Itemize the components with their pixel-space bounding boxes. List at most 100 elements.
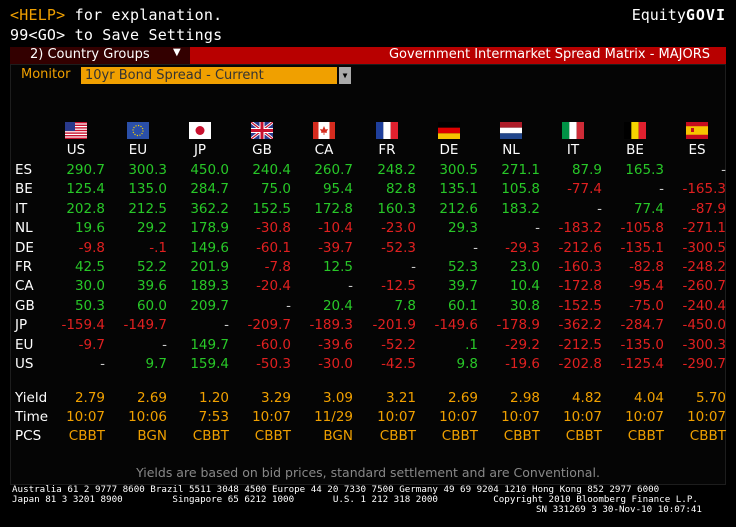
spread-cell[interactable]: 172.8 [314, 200, 353, 217]
row-label-nl[interactable]: NL [15, 220, 33, 237]
spread-cell[interactable]: 165.3 [625, 162, 664, 178]
spread-cell[interactable]: -260.7 [682, 278, 726, 295]
spread-cell[interactable]: 160.3 [377, 200, 416, 217]
spread-cell[interactable]: - [473, 239, 478, 256]
monitor-dropdown-button[interactable]: ▼ [339, 67, 351, 84]
spread-cell[interactable]: 75.0 [260, 181, 291, 198]
spread-cell[interactable]: - [721, 162, 726, 178]
spread-cell[interactable]: -149.7 [123, 317, 167, 334]
row-label-es[interactable]: ES [15, 162, 33, 178]
spread-cell[interactable]: -7.8 [264, 259, 291, 275]
spread-cell[interactable]: - [659, 181, 664, 198]
spread-cell[interactable]: -212.5 [558, 336, 602, 353]
spread-cell[interactable]: 52.2 [136, 259, 167, 275]
spread-cell[interactable]: 284.7 [190, 181, 229, 198]
spread-cell[interactable]: 105.8 [501, 181, 540, 198]
spread-cell[interactable]: -300.5 [682, 239, 726, 256]
monitor-select[interactable]: 10yr Bond Spread - Current [81, 67, 337, 84]
spread-cell[interactable]: 60.0 [136, 297, 167, 314]
spread-cell[interactable]: -77.4 [567, 181, 602, 198]
row-label-it[interactable]: IT [15, 200, 28, 217]
spread-cell[interactable]: -95.4 [629, 278, 664, 295]
spread-cell[interactable]: 149.6 [190, 239, 229, 256]
spread-cell[interactable]: - [597, 200, 602, 217]
spread-cell[interactable]: -60.0 [256, 336, 291, 353]
spread-cell[interactable]: 240.4 [252, 162, 291, 178]
spread-cell[interactable]: -87.9 [691, 200, 726, 217]
row-label-be[interactable]: BE [15, 181, 33, 198]
column-header-es[interactable]: ES [688, 142, 706, 158]
spread-cell[interactable]: 212.6 [439, 200, 478, 217]
country-groups-dropdown[interactable]: 2) Country Groups ▼ [10, 47, 190, 64]
spread-cell[interactable]: 39.6 [136, 278, 167, 295]
spread-cell[interactable]: 23.0 [509, 259, 540, 275]
spread-cell[interactable]: -178.9 [496, 317, 540, 334]
spread-cell[interactable]: -50.3 [256, 356, 291, 372]
spread-cell[interactable]: 12.5 [322, 259, 353, 275]
spread-cell[interactable]: 29.3 [447, 220, 478, 237]
spread-cell[interactable]: 300.3 [128, 162, 167, 178]
spread-cell[interactable]: 60.1 [447, 297, 478, 314]
spread-cell[interactable]: -135.1 [620, 239, 664, 256]
spread-cell[interactable]: 95.4 [322, 181, 353, 198]
spread-cell[interactable]: - [286, 297, 291, 314]
spread-cell[interactable]: -125.4 [620, 356, 664, 372]
help-key[interactable]: <HELP> [10, 6, 66, 24]
spread-cell[interactable]: 178.9 [190, 220, 229, 237]
spread-cell[interactable]: -201.9 [372, 317, 416, 334]
spread-cell[interactable]: 290.7 [66, 162, 105, 178]
row-label-jp[interactable]: JP [15, 317, 28, 334]
spread-cell[interactable]: 201.9 [190, 259, 229, 275]
spread-cell[interactable]: -135.0 [620, 336, 664, 353]
row-label-fr[interactable]: FR [15, 259, 33, 275]
spread-cell[interactable]: 248.2 [377, 162, 416, 178]
spread-cell[interactable]: 260.7 [314, 162, 353, 178]
column-header-de[interactable]: DE [439, 142, 459, 158]
spread-cell[interactable]: -300.3 [682, 336, 726, 353]
spread-cell[interactable]: 20.4 [322, 297, 353, 314]
column-header-be[interactable]: BE [626, 142, 644, 158]
spread-cell[interactable]: -39.6 [318, 336, 353, 353]
spread-cell[interactable]: - [224, 317, 229, 334]
spread-cell[interactable]: 9.8 [456, 356, 478, 372]
spread-cell[interactable]: 183.2 [501, 200, 540, 217]
spread-cell[interactable]: 202.8 [66, 200, 105, 217]
spread-cell[interactable]: -183.2 [558, 220, 602, 237]
column-header-jp[interactable]: JP [193, 142, 207, 158]
spread-cell[interactable]: -52.3 [381, 239, 416, 256]
spread-cell[interactable]: 10.4 [509, 278, 540, 295]
spread-cell[interactable]: -159.4 [61, 317, 105, 334]
spread-cell[interactable]: 135.1 [439, 181, 478, 198]
spread-cell[interactable]: - [535, 220, 540, 237]
spread-cell[interactable]: 159.4 [190, 356, 229, 372]
spread-cell[interactable]: 450.0 [190, 162, 229, 178]
spread-cell[interactable]: -.1 [149, 239, 167, 256]
spread-cell[interactable]: -30.0 [318, 356, 353, 372]
column-header-fr[interactable]: FR [378, 142, 396, 158]
spread-cell[interactable]: -60.1 [256, 239, 291, 256]
row-label-eu[interactable]: EU [15, 336, 34, 353]
spread-cell[interactable]: 300.5 [439, 162, 478, 178]
spread-cell[interactable]: -30.8 [256, 220, 291, 237]
spread-cell[interactable]: -19.6 [505, 356, 540, 372]
spread-cell[interactable]: 29.2 [136, 220, 167, 237]
spread-cell[interactable]: 189.3 [190, 278, 229, 295]
column-header-gb[interactable]: GB [252, 142, 272, 158]
spread-cell[interactable]: -10.4 [318, 220, 353, 237]
spread-cell[interactable]: .1 [465, 336, 478, 353]
spread-cell[interactable]: -362.2 [558, 317, 602, 334]
spread-cell[interactable]: 362.2 [190, 200, 229, 217]
column-header-nl[interactable]: NL [502, 142, 520, 158]
spread-cell[interactable]: - [411, 259, 416, 275]
spread-cell[interactable]: -149.6 [434, 317, 478, 334]
spread-cell[interactable]: -29.3 [505, 239, 540, 256]
spread-cell[interactable]: -450.0 [682, 317, 726, 334]
spread-cell[interactable]: -248.2 [682, 259, 726, 275]
spread-cell[interactable]: 7.8 [394, 297, 416, 314]
spread-cell[interactable]: -9.8 [78, 239, 105, 256]
spread-cell[interactable]: 19.6 [74, 220, 105, 237]
spread-cell[interactable]: -82.8 [629, 259, 664, 275]
spread-cell[interactable]: 149.7 [190, 336, 229, 353]
column-header-ca[interactable]: CA [314, 142, 334, 158]
spread-cell[interactable]: -202.8 [558, 356, 602, 372]
